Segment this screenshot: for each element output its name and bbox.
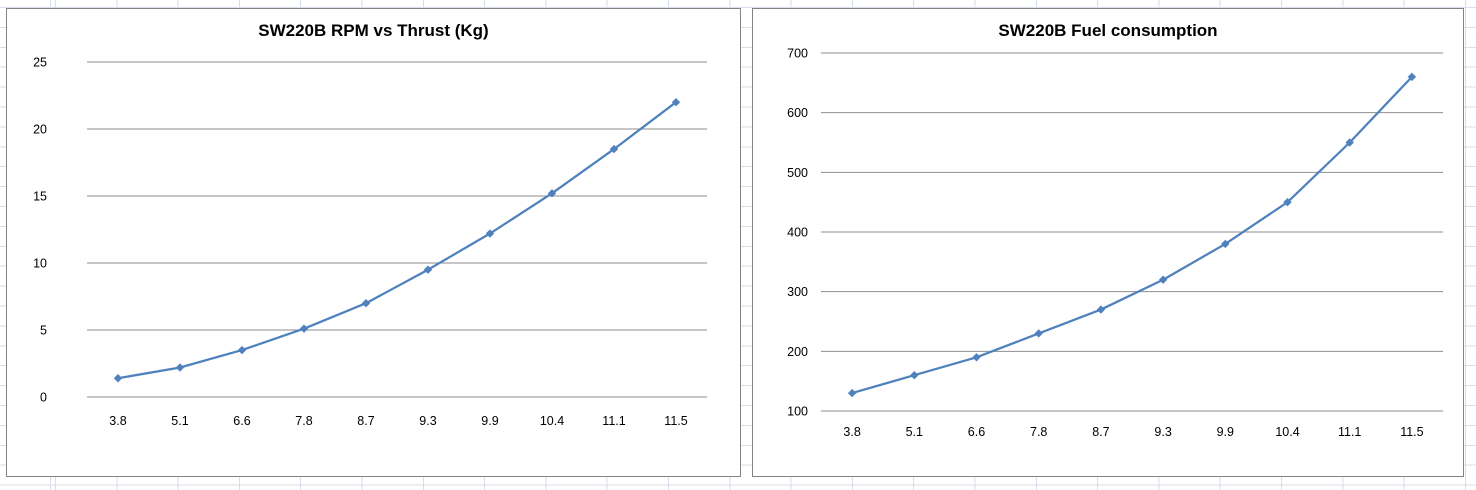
plot-area: 100 200 300 400 500 600 700 3.8 5.1 6.6 7.8 8.7 9.3 9…	[787, 47, 1443, 439]
data-point-marker[interactable]	[237, 345, 247, 355]
data-point-marker[interactable]	[1345, 138, 1354, 147]
x-axis-tick-label: 8.7	[1092, 425, 1109, 439]
chart-object-fuel-consumption[interactable]: 100 200 300 400 500 600 700 3.8 5.1 6.6 7.8 8.7 9.3 9…	[752, 8, 1464, 477]
y-axis-tick-label: 5	[40, 324, 47, 338]
y-axis-tick-label: 10	[33, 257, 47, 271]
data-point-marker[interactable]	[485, 229, 495, 238]
data-point-marker[interactable]	[972, 353, 981, 362]
y-axis-tick-label: 600	[787, 106, 808, 120]
x-axis-tick-label: 11.1	[1338, 425, 1361, 439]
chart-title[interactable]: SW220B Fuel consumption	[998, 21, 1218, 40]
y-axis-tick-label: 300	[787, 285, 808, 299]
x-axis-tick-label: 9.9	[481, 414, 498, 428]
series-line[interactable]	[850, 75, 1414, 395]
x-axis-tick-label: 6.6	[233, 414, 250, 428]
data-point-marker[interactable]	[1158, 275, 1168, 284]
data-point-marker[interactable]	[847, 388, 857, 398]
x-axis-tick-label: 10.4	[540, 414, 564, 428]
plot-area: 0 5 10 15 20 25 3.8 5.1 6.6 7.8 8.7 9.3 9.9 10.4 11.1 1…	[33, 56, 707, 428]
x-axis-tick-label: 5.1	[171, 414, 188, 428]
x-axis-tick-label: 9.9	[1217, 425, 1234, 439]
data-point-marker[interactable]	[671, 98, 681, 107]
x-axis-tick-label: 8.7	[357, 414, 374, 428]
data-point-marker[interactable]	[609, 144, 619, 154]
y-axis-tick-label: 200	[787, 345, 808, 359]
y-axis-tick-label: 400	[787, 226, 808, 240]
y-axis-tick-label: 100	[787, 405, 808, 419]
y-axis-tick-label: 25	[33, 56, 47, 70]
y-axis-tick-label: 500	[787, 166, 808, 180]
y-axis-tick-label: 20	[33, 123, 47, 137]
data-point-marker[interactable]	[113, 374, 123, 383]
x-axis-tick-label: 9.3	[419, 414, 436, 428]
data-point-marker[interactable]	[1407, 72, 1417, 82]
y-axis-tick-label: 15	[33, 190, 47, 204]
data-point-marker[interactable]	[1096, 305, 1106, 314]
chart-object-rpm-vs-thrust[interactable]: 0 5 10 15 20 25 3.8 5.1 6.6 7.8 8.7 9.3 9.9 10.4 11.1 1…	[6, 8, 741, 477]
x-axis-tick-label: 7.8	[1030, 425, 1047, 439]
series-line[interactable]	[116, 101, 678, 380]
x-axis-tick-label: 11.1	[602, 414, 625, 428]
data-point-marker[interactable]	[361, 299, 371, 308]
x-axis-tick-label: 6.6	[968, 425, 985, 439]
x-axis-tick-label: 10.4	[1275, 425, 1299, 439]
chart-title[interactable]: SW220B RPM vs Thrust (Kg)	[258, 21, 489, 40]
y-axis-tick-label: 700	[787, 47, 808, 61]
x-axis-tick-label: 3.8	[843, 425, 860, 439]
data-point-marker[interactable]	[423, 265, 433, 274]
x-axis-tick-label: 11.5	[1400, 425, 1423, 439]
data-point-marker[interactable]	[547, 189, 557, 198]
y-axis-tick-label: 0	[40, 391, 47, 405]
data-point-marker[interactable]	[910, 371, 919, 380]
data-point-marker[interactable]	[175, 363, 185, 372]
x-axis-tick-label: 3.8	[109, 414, 126, 428]
data-point-marker[interactable]	[1283, 197, 1292, 207]
x-axis-tick-label: 5.1	[906, 425, 923, 439]
data-point-marker[interactable]	[299, 324, 309, 333]
data-point-marker[interactable]	[1034, 329, 1043, 338]
x-axis-tick-label: 11.5	[664, 414, 687, 428]
x-axis-tick-label: 9.3	[1154, 425, 1171, 439]
x-axis-tick-label: 7.8	[295, 414, 312, 428]
